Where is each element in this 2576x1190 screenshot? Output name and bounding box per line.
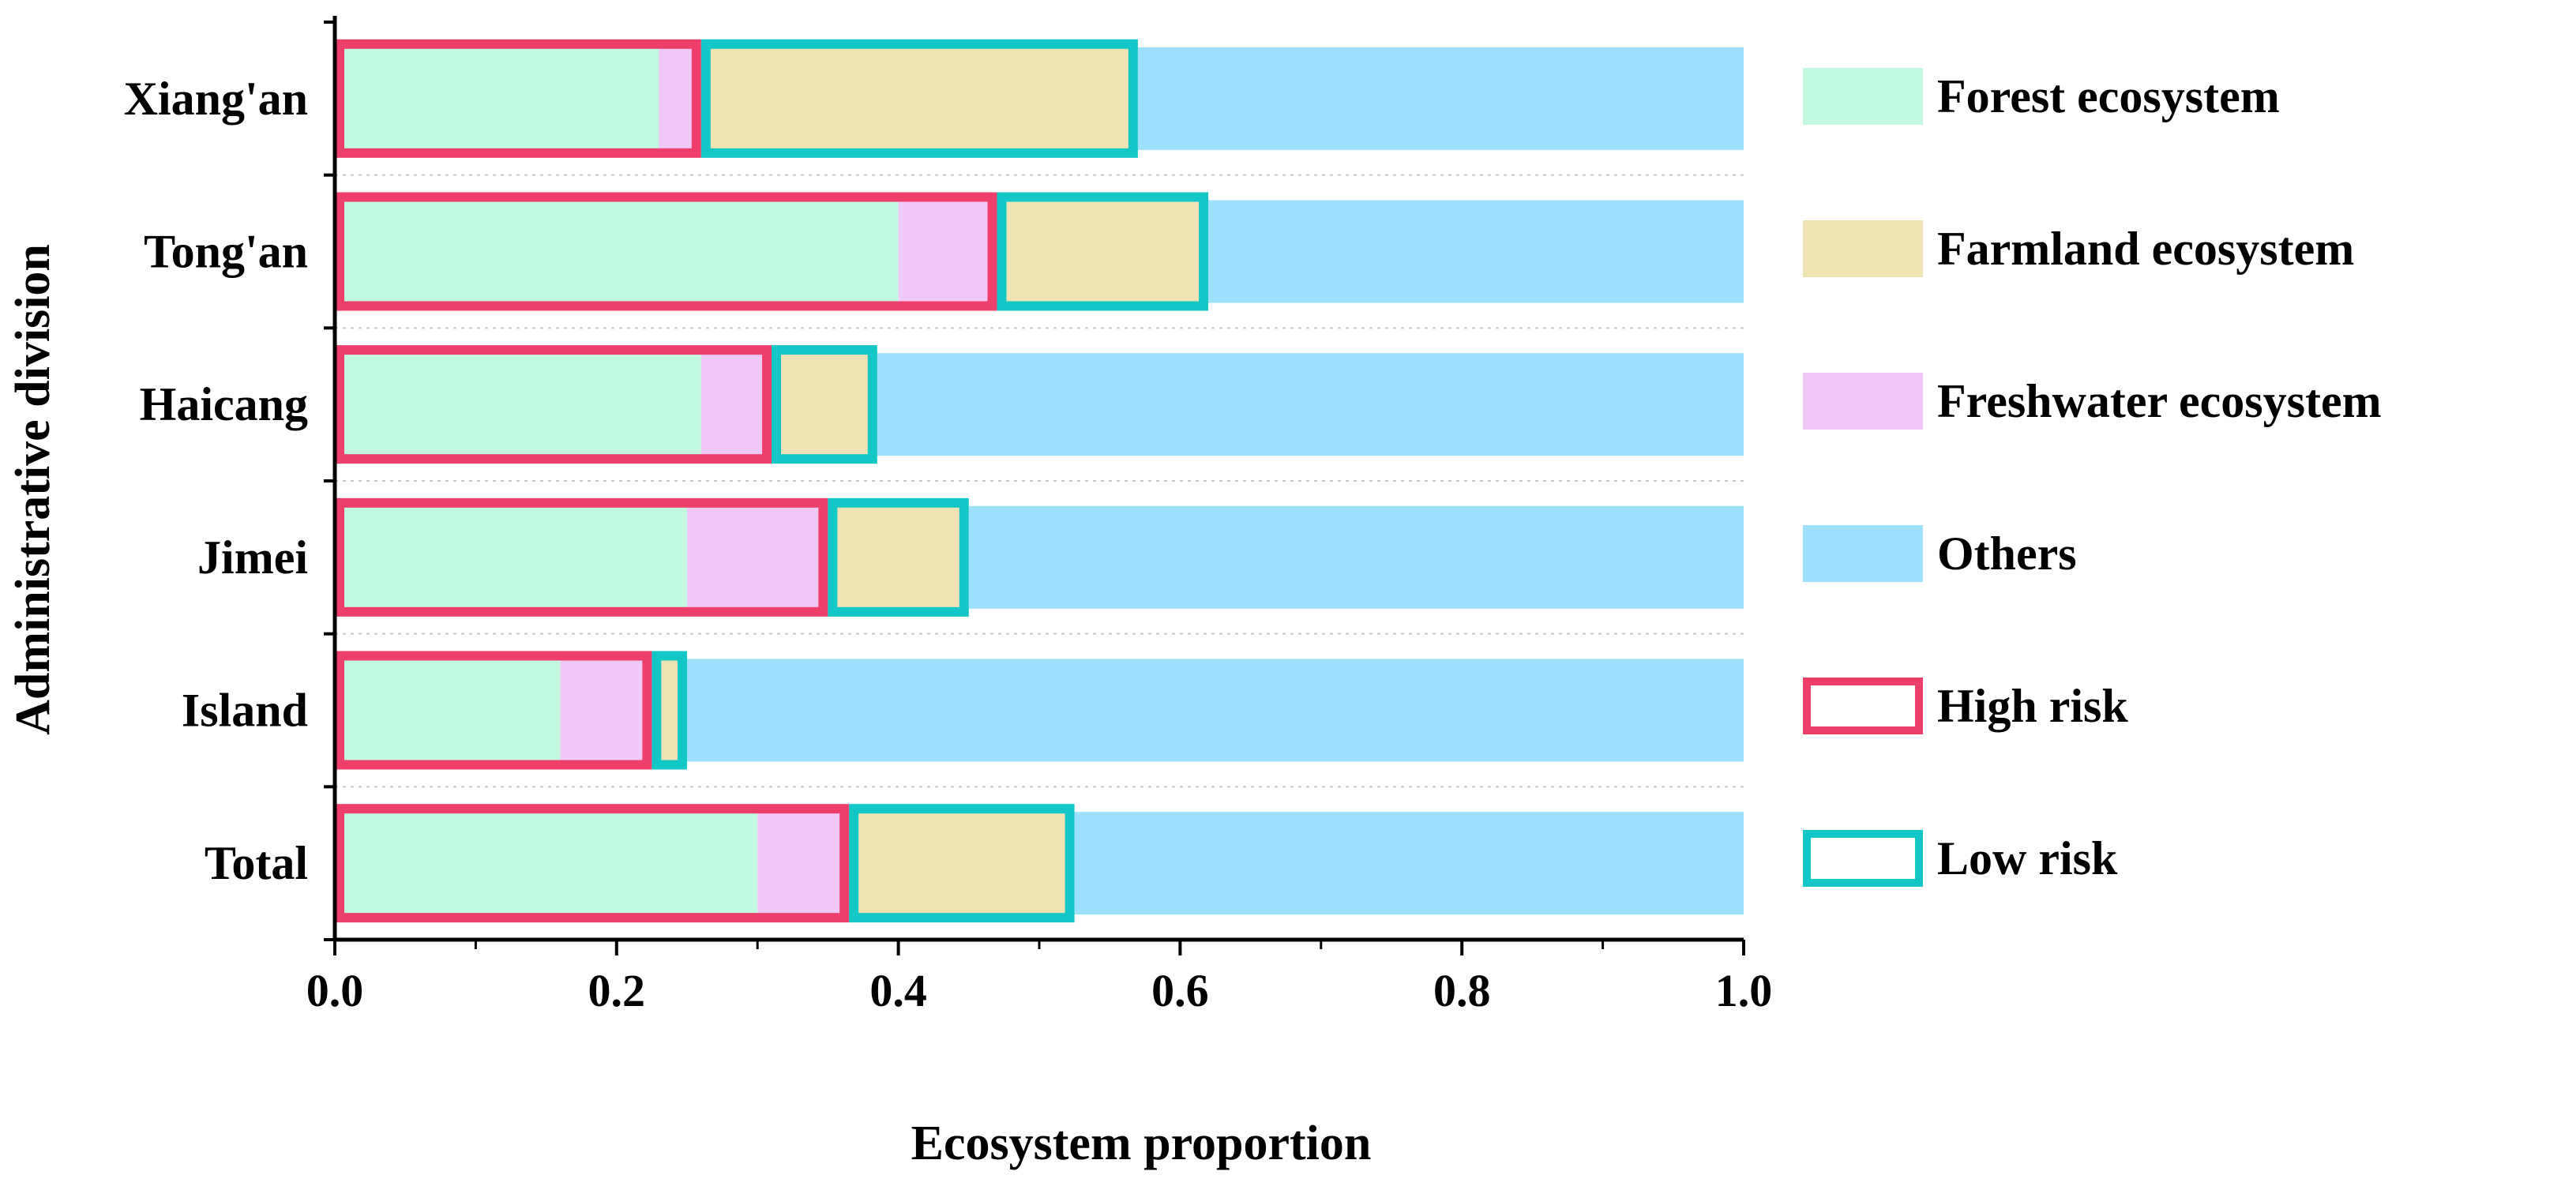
bar-freshwater-ecosystem [898,200,997,303]
high-risk-box [335,651,652,770]
high-risk-box [335,345,772,464]
bar-freshwater-ecosystem [700,353,772,456]
x-tick-label: 0.8 [1433,965,1491,1016]
legend-swatch-high-risk [1803,678,1923,734]
bar-farmland-ecosystem [772,353,877,456]
low-risk-box [997,192,1209,311]
bar-freshwater-ecosystem [560,659,652,762]
x-tick-label: 0.6 [1151,965,1209,1016]
x-axis-title: Ecosystem proportion [911,1117,1372,1170]
bar-segments [335,47,1744,915]
category-label: Tong'an [144,226,308,278]
legend-label: Farmland ecosystem [1937,223,2354,275]
legend-label: Low risk [1937,832,2118,884]
category-labels: Xiang'an Tong'an Haicang Jimei Island Total [124,73,308,889]
high-risk-box [335,497,828,617]
x-tick-label: 1.0 [1715,965,1773,1016]
bar-forest-ecosystem [335,659,561,762]
legend-label: High risk [1937,680,2128,732]
bar-freshwater-ecosystem [687,505,828,609]
bar-others [877,353,1744,456]
high-risk-box [335,192,997,311]
legend-label: Forest ecosystem [1937,70,2280,122]
risk-outlines [335,39,1209,923]
bar-farmland-ecosystem [700,47,1138,150]
legend-swatch-low-risk [1803,830,1923,887]
bar-others [968,505,1744,609]
category-label: Total [205,837,308,889]
legend-swatch-forest-ecosystem [1803,68,1923,125]
legend-label: Freshwater ecosystem [1937,375,2382,427]
axes [324,16,1745,955]
bar-others [687,659,1744,762]
legend: Forest ecosystem Farmland ecosystem Freshw… [1803,68,2382,887]
bar-forest-ecosystem [335,47,659,150]
category-label: Haicang [140,378,308,430]
bar-forest-ecosystem [335,812,758,915]
high-risk-box [335,804,850,923]
category-label: Island [182,685,308,737]
bar-farmland-ecosystem [828,505,969,609]
legend-label: Others [1937,527,2077,580]
low-risk-box [828,497,969,617]
bar-farmland-ecosystem [997,200,1209,303]
category-label: Jimei [197,531,308,584]
bar-freshwater-ecosystem [757,812,850,915]
low-risk-box [652,651,688,770]
x-tick-label: 0.4 [869,965,927,1016]
low-risk-box [700,39,1138,158]
legend-swatch-others [1803,525,1923,582]
low-risk-box [772,345,877,464]
high-risk-box [335,39,701,158]
bar-forest-ecosystem [335,200,899,303]
bar-forest-ecosystem [335,505,687,609]
bar-others [1074,812,1744,915]
bar-others [1137,47,1744,150]
legend-swatch-farmland-ecosystem [1803,220,1923,277]
bar-others [1208,200,1744,303]
legend-swatch-freshwater-ecosystem [1803,373,1923,430]
x-tick-label: 0.2 [588,965,646,1016]
x-tick-label: 0.0 [306,965,364,1016]
low-risk-box [849,804,1075,923]
y-axis-title: Administrative division [6,244,60,735]
gridlines [335,174,1744,788]
bar-farmland-ecosystem [849,812,1075,915]
x-tick-labels: 0.0 0.2 0.4 0.6 0.8 1.0 [306,965,1773,1016]
bar-forest-ecosystem [335,353,701,456]
category-label: Xiang'an [124,73,308,125]
